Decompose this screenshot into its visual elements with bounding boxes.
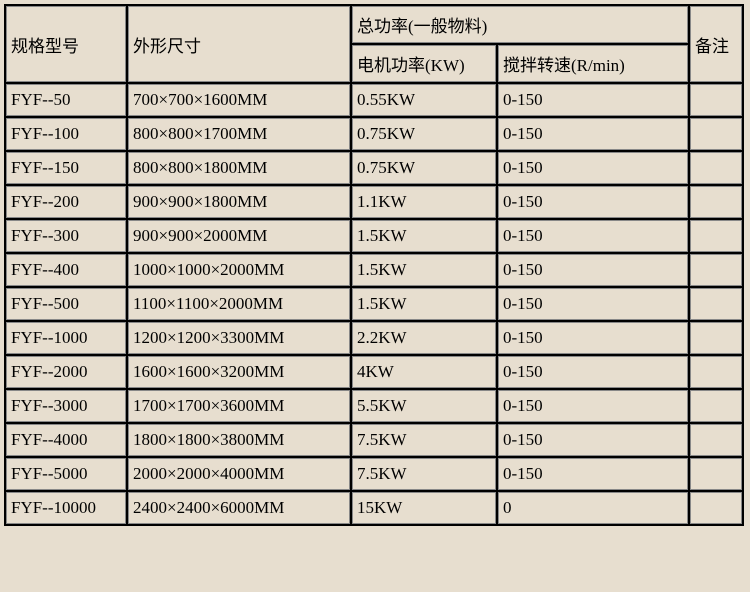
cell-model: FYF--200 [6,186,126,218]
cell-remark [690,118,742,150]
cell-dimensions: 700×700×1600MM [128,84,350,116]
table-header-row-1: 规格型号 外形尺寸 总功率(一般物料) 备注 [6,6,742,43]
cell-dimensions: 800×800×1700MM [128,118,350,150]
cell-stir_speed: 0-150 [498,458,688,490]
table-row: FYF--300900×900×2000MM1.5KW0-150 [6,220,742,252]
cell-model: FYF--2000 [6,356,126,388]
cell-remark [690,390,742,422]
cell-motor_power: 4KW [352,356,496,388]
cell-motor_power: 0.55KW [352,84,496,116]
header-stir-speed: 搅拌转速(R/min) [498,45,688,82]
cell-model: FYF--1000 [6,322,126,354]
cell-dimensions: 1000×1000×2000MM [128,254,350,286]
table-header: 规格型号 外形尺寸 总功率(一般物料) 备注 电机功率(KW) 搅拌转速(R/m… [6,6,742,82]
cell-stir_speed: 0-150 [498,118,688,150]
cell-stir_speed: 0-150 [498,186,688,218]
cell-dimensions: 900×900×2000MM [128,220,350,252]
table-row: FYF--100002400×2400×6000MM15KW0 [6,492,742,524]
cell-motor_power: 7.5KW [352,458,496,490]
cell-model: FYF--4000 [6,424,126,456]
cell-stir_speed: 0-150 [498,356,688,388]
cell-motor_power: 7.5KW [352,424,496,456]
cell-motor_power: 5.5KW [352,390,496,422]
header-remark: 备注 [690,6,742,82]
cell-model: FYF--3000 [6,390,126,422]
cell-remark [690,492,742,524]
cell-motor_power: 1.5KW [352,254,496,286]
cell-stir_speed: 0-150 [498,390,688,422]
cell-stir_speed: 0-150 [498,220,688,252]
table-row: FYF--50002000×2000×4000MM7.5KW0-150 [6,458,742,490]
cell-model: FYF--500 [6,288,126,320]
cell-motor_power: 0.75KW [352,152,496,184]
spec-table: 规格型号 外形尺寸 总功率(一般物料) 备注 电机功率(KW) 搅拌转速(R/m… [4,4,744,526]
cell-remark [690,322,742,354]
table-body: FYF--50700×700×1600MM0.55KW0-150FYF--100… [6,84,742,524]
cell-model: FYF--5000 [6,458,126,490]
cell-model: FYF--50 [6,84,126,116]
cell-dimensions: 900×900×1800MM [128,186,350,218]
table-row: FYF--10001200×1200×3300MM2.2KW0-150 [6,322,742,354]
cell-remark [690,220,742,252]
cell-remark [690,254,742,286]
cell-model: FYF--300 [6,220,126,252]
table-row: FYF--100800×800×1700MM0.75KW0-150 [6,118,742,150]
cell-stir_speed: 0 [498,492,688,524]
cell-model: FYF--100 [6,118,126,150]
cell-remark [690,288,742,320]
cell-dimensions: 1200×1200×3300MM [128,322,350,354]
cell-motor_power: 1.5KW [352,220,496,252]
table-row: FYF--40001800×1800×3800MM7.5KW0-150 [6,424,742,456]
header-dimensions: 外形尺寸 [128,6,350,82]
cell-model: FYF--400 [6,254,126,286]
cell-dimensions: 800×800×1800MM [128,152,350,184]
cell-remark [690,186,742,218]
table-row: FYF--50700×700×1600MM0.55KW0-150 [6,84,742,116]
cell-stir_speed: 0-150 [498,254,688,286]
cell-remark [690,152,742,184]
cell-remark [690,424,742,456]
cell-dimensions: 1100×1100×2000MM [128,288,350,320]
cell-remark [690,84,742,116]
table-row: FYF--30001700×1700×3600MM5.5KW0-150 [6,390,742,422]
cell-stir_speed: 0-150 [498,288,688,320]
cell-model: FYF--10000 [6,492,126,524]
table-row: FYF--4001000×1000×2000MM1.5KW0-150 [6,254,742,286]
cell-dimensions: 1600×1600×3200MM [128,356,350,388]
cell-dimensions: 1800×1800×3800MM [128,424,350,456]
table-row: FYF--200900×900×1800MM1.1KW0-150 [6,186,742,218]
cell-dimensions: 1700×1700×3600MM [128,390,350,422]
cell-remark [690,356,742,388]
table-row: FYF--5001100×1100×2000MM1.5KW0-150 [6,288,742,320]
table-row: FYF--20001600×1600×3200MM4KW0-150 [6,356,742,388]
cell-dimensions: 2400×2400×6000MM [128,492,350,524]
cell-stir_speed: 0-150 [498,322,688,354]
cell-stir_speed: 0-150 [498,424,688,456]
cell-stir_speed: 0-150 [498,152,688,184]
cell-motor_power: 0.75KW [352,118,496,150]
cell-remark [690,458,742,490]
cell-stir_speed: 0-150 [498,84,688,116]
cell-motor_power: 2.2KW [352,322,496,354]
cell-motor_power: 1.5KW [352,288,496,320]
header-motor-power: 电机功率(KW) [352,45,496,82]
cell-motor_power: 1.1KW [352,186,496,218]
header-model: 规格型号 [6,6,126,82]
cell-dimensions: 2000×2000×4000MM [128,458,350,490]
cell-model: FYF--150 [6,152,126,184]
table-row: FYF--150800×800×1800MM0.75KW0-150 [6,152,742,184]
cell-motor_power: 15KW [352,492,496,524]
header-total-power: 总功率(一般物料) [352,6,688,43]
